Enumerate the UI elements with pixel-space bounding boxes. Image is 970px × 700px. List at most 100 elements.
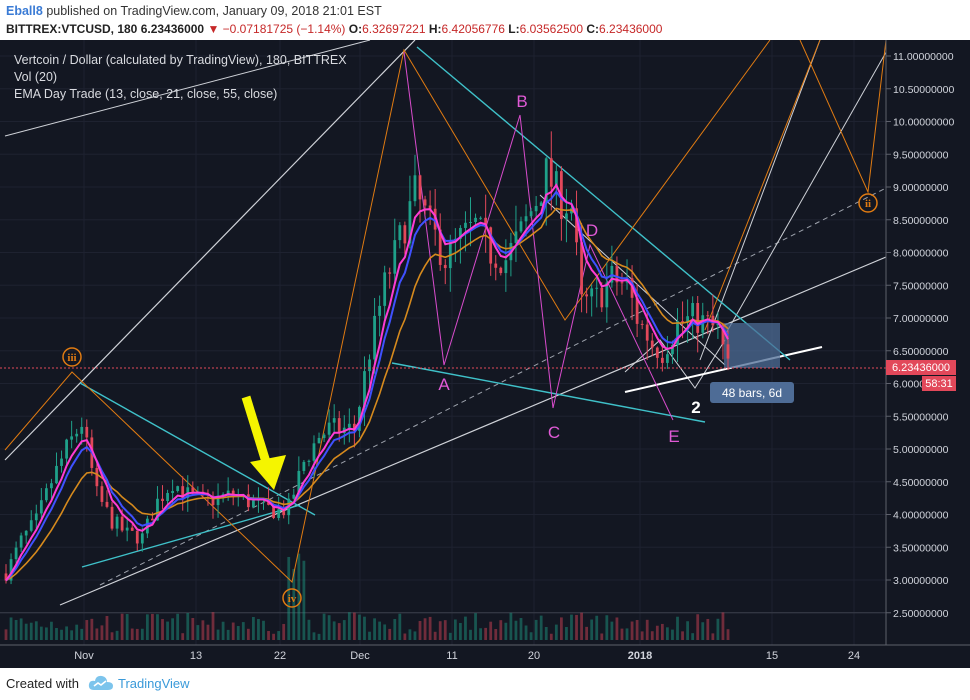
candle-body [544,158,548,203]
volume-bar [302,560,306,640]
y-tick-label: 7.00000000 [893,313,949,325]
time-axis[interactable]: Nov 13 22 Dec 11 20 2018 15 24 [74,650,860,662]
y-tick-label: 5.00000000 [893,444,949,456]
volume-bar [226,629,230,640]
candle-body [130,527,134,531]
legend-ema: EMA Day Trade (13, close, 21, close, 55,… [14,87,277,101]
volume-bar [635,620,639,640]
volume-bar [494,629,498,640]
volume-bar [65,626,68,640]
volume-bar [610,621,614,640]
tradingview-cloud-icon [88,675,113,690]
candle-body [524,216,528,222]
published-text: published on TradingView.com, January 09… [46,4,382,18]
volume-bar [605,615,609,640]
candle-body [125,527,129,531]
volume-bar [287,556,291,640]
candle-body [706,315,710,317]
candle-body [191,487,195,492]
volume-bar [666,627,669,640]
volume-bar [45,627,48,640]
volume-bar [554,624,558,640]
candle-body [337,418,341,434]
candle-body [438,229,442,265]
wave-label-iii: iii [62,347,82,367]
last-price: 6.23436000 [140,22,205,36]
candle-body [39,500,43,514]
volume-bar [272,633,275,640]
candle-body [181,486,185,498]
candle-body [292,494,296,499]
volume-bar [413,631,417,640]
y-tick-label: 11.00000000 [893,51,954,63]
volume-bar [469,629,472,640]
close-label: C: [586,22,600,36]
wave-label-e: E [668,427,679,446]
price-chart[interactable]: iii iv ii A B C D E 2 48 bars, 6d 11.000… [0,40,970,668]
candle-body [716,323,720,326]
volume-bar [196,625,200,640]
candle-body [60,458,63,466]
candle-body [686,316,689,323]
white-dashed-line [99,187,886,586]
volume-bar [85,620,89,640]
candle-body [590,288,594,297]
candle-body [529,211,533,217]
volume-bar [19,618,23,640]
candle-body [156,498,159,521]
candle-body [600,287,604,308]
wave-label-iv: iv [282,588,302,608]
volume-bar [120,613,124,640]
volume-bar [221,621,225,640]
candle-body [721,323,725,345]
legend-title: Vertcoin / Dollar (calculated by Trading… [14,53,347,67]
price-axis[interactable]: 11.00000000 10.50000000 10.00000000 9.50000… [886,51,954,620]
volume-bar [368,631,371,640]
volume-bar [408,629,412,640]
volume-bar [110,632,114,640]
y-tick-label: 2.50000000 [893,608,949,620]
volume-bar [645,619,649,640]
candle-body [514,231,518,243]
tradingview-brand[interactable]: TradingView [118,676,190,691]
candle-body [332,418,336,423]
white-ray-top-left [4,40,371,137]
drawings [4,40,886,606]
candle-body [135,530,139,544]
wave-label-d: D [586,221,598,240]
candle-body [246,494,250,508]
candle-body [413,175,417,202]
candle-body [352,423,356,431]
volume-bar [716,618,720,640]
volume-bar [438,621,442,640]
white-trendline-lower [59,256,886,606]
wave-label-ii-text: ii [865,198,871,210]
candle-body [100,486,104,502]
candle-body [691,303,695,317]
volume-bar [519,618,523,640]
candle-body [55,465,58,484]
created-with-text: Created with [6,676,79,691]
volume-bar [691,633,695,640]
volume-bar [216,629,220,640]
candle-body [418,175,422,200]
candle-body [423,199,427,206]
measure-label: 48 bars, 6d [722,386,782,400]
volume-bar [297,553,301,640]
volume-bar [686,621,689,640]
volume-bar [125,614,129,640]
volume-bar [80,628,84,640]
volume-bar [317,633,321,640]
x-tick-label: 20 [528,650,540,662]
candle-body [211,495,215,506]
candle-body [383,272,387,306]
high-value: 6.42056776 [441,22,505,36]
candle-body [317,437,321,444]
volume-bar [448,632,452,640]
volume-bar [166,621,169,640]
candle-body [650,340,654,348]
candle-body [70,436,74,440]
volume-bar [55,627,58,640]
candle-body [322,434,326,438]
publisher-name[interactable]: Eball8 [6,4,43,18]
